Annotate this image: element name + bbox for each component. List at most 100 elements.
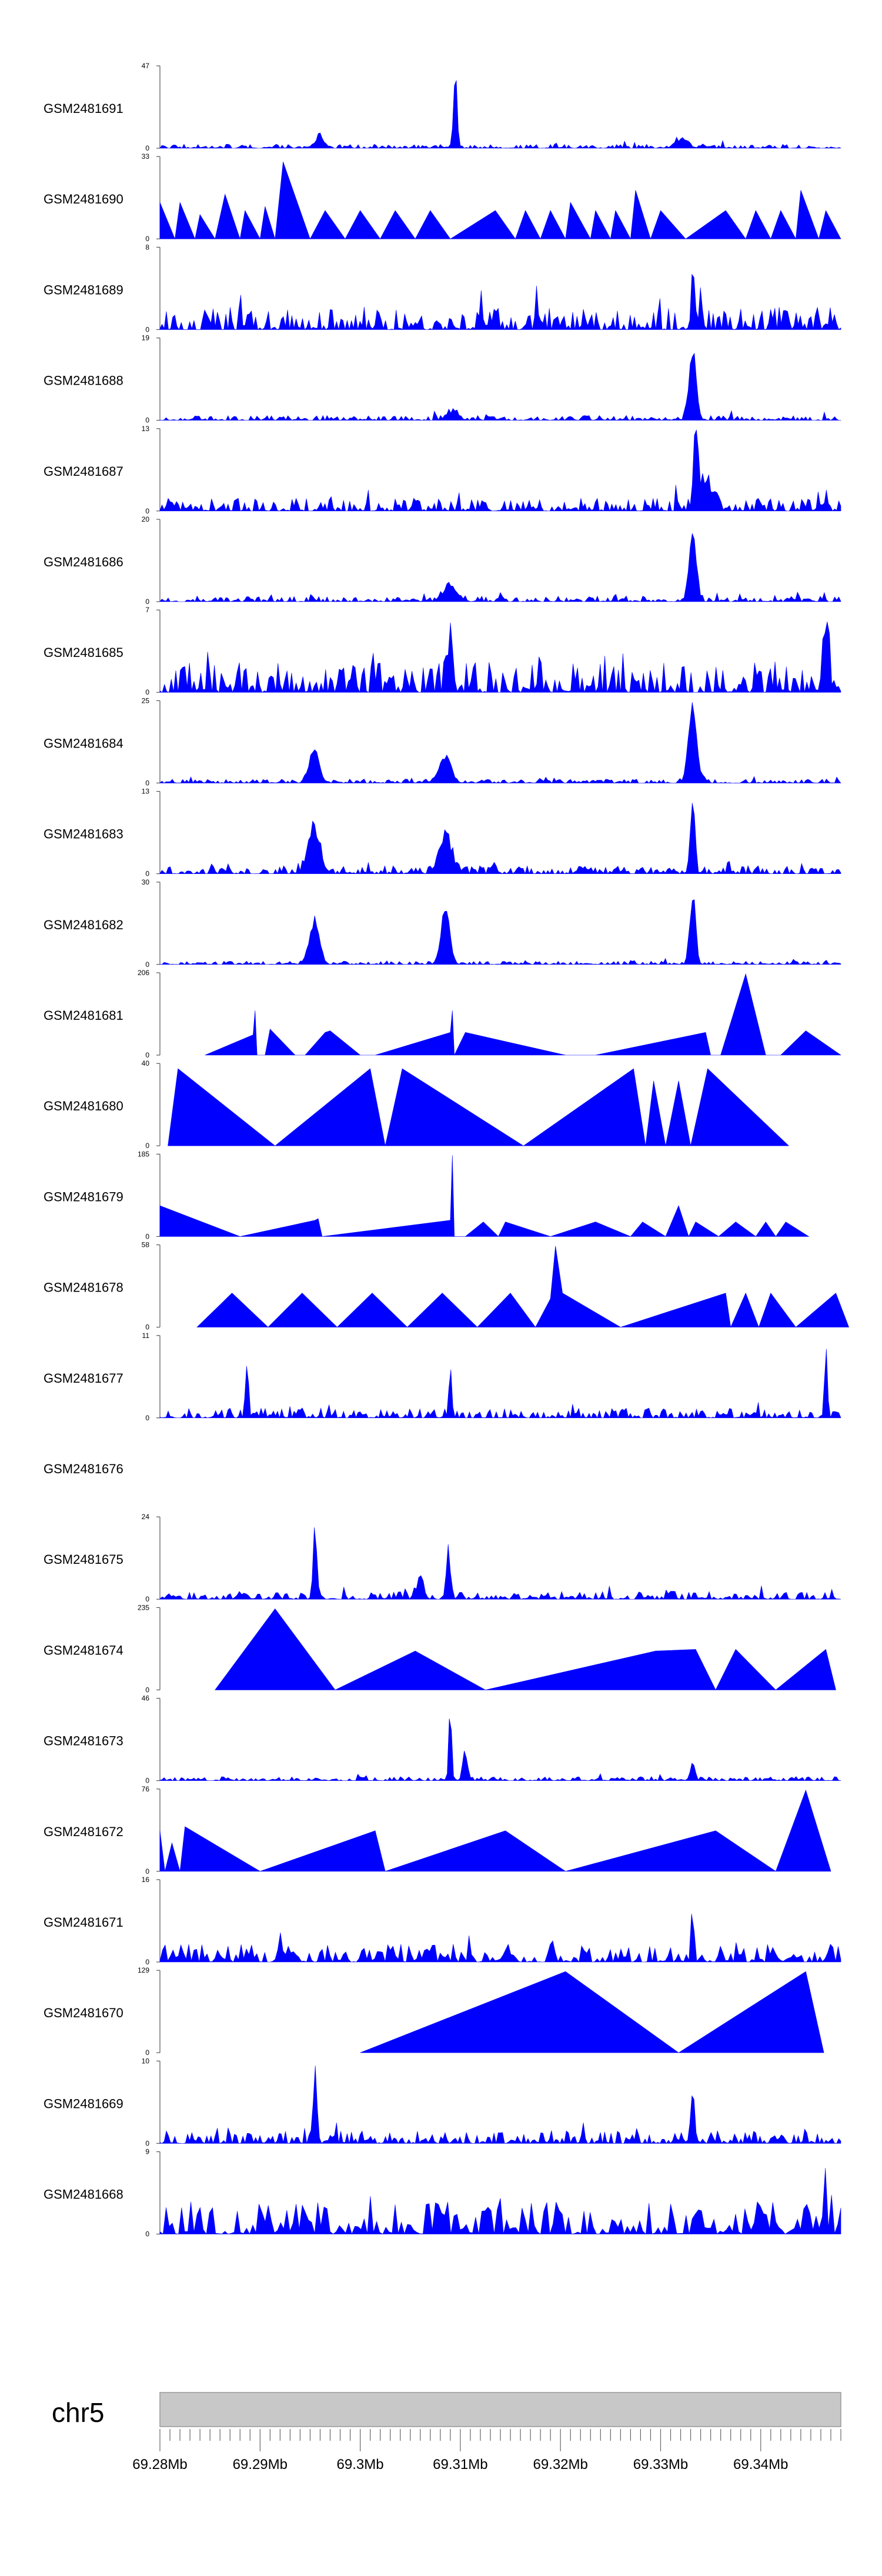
y-min-label: 0 xyxy=(145,870,149,878)
coverage-area xyxy=(215,1608,836,1691)
track-GSM2481683: GSM2481683 13 0 xyxy=(44,788,841,878)
coverage-area xyxy=(159,429,841,512)
chromosome-ideogram xyxy=(159,2392,841,2427)
x-tick-label: 69.3Mb xyxy=(337,2457,384,2472)
y-max-label: 20 xyxy=(142,515,150,523)
y-min-label: 0 xyxy=(145,325,149,333)
track-label: GSM2481688 xyxy=(44,373,123,388)
y-min-label: 0 xyxy=(145,1051,149,1059)
track-GSM2481672: GSM2481672 76 0 xyxy=(44,1785,831,1876)
track-GSM2481676: GSM2481676 xyxy=(44,1461,123,1476)
coverage-area xyxy=(159,162,841,240)
y-min-label: 0 xyxy=(145,1323,149,1332)
y-min-label: 0 xyxy=(145,2139,149,2147)
y-max-label: 11 xyxy=(142,1332,150,1340)
coverage-area xyxy=(159,80,841,149)
coverage-area xyxy=(159,803,841,875)
y-max-label: 16 xyxy=(142,1876,150,1884)
track-GSM2481685: GSM2481685 7 0 xyxy=(44,606,841,696)
y-max-label: 13 xyxy=(142,425,150,433)
y-min-label: 0 xyxy=(145,1595,149,1603)
coverage-area xyxy=(360,1971,824,2053)
y-min-label: 0 xyxy=(145,779,149,787)
track-label: GSM2481687 xyxy=(44,464,123,479)
coverage-area xyxy=(159,702,841,783)
track-label: GSM2481684 xyxy=(44,736,123,750)
track-label: GSM2481671 xyxy=(44,1915,123,1930)
track-label: GSM2481678 xyxy=(44,1280,123,1295)
y-max-label: 40 xyxy=(142,1059,150,1067)
y-min-label: 0 xyxy=(145,1867,149,1876)
y-min-label: 0 xyxy=(145,235,149,243)
coverage-area xyxy=(205,973,841,1056)
track-GSM2481684: GSM2481684 25 0 xyxy=(44,696,841,787)
y-max-label: 46 xyxy=(142,1694,150,1703)
y-max-label: 9 xyxy=(145,2148,149,2156)
track-GSM2481673: GSM2481673 46 0 xyxy=(44,1694,841,1785)
track-GSM2481686: GSM2481686 20 0 xyxy=(44,515,841,606)
coverage-area xyxy=(159,1349,841,1419)
track-label: GSM2481679 xyxy=(44,1189,123,1204)
coverage-area xyxy=(159,1914,841,1963)
y-max-label: 8 xyxy=(145,243,149,251)
y-max-label: 25 xyxy=(142,696,150,705)
x-tick-label: 69.34Mb xyxy=(733,2457,788,2472)
track-label: GSM2481673 xyxy=(44,1734,123,1749)
y-max-label: 58 xyxy=(142,1241,150,1249)
y-min-label: 0 xyxy=(145,1414,149,1422)
tracks-group: GSM2481691470GSM2481690330GSM248168980GS… xyxy=(44,62,850,2238)
track-label: GSM2481682 xyxy=(44,917,123,932)
y-min-label: 0 xyxy=(145,144,149,152)
track-label: GSM2481681 xyxy=(44,1008,123,1023)
track-label: GSM2481683 xyxy=(44,827,123,842)
track-label: GSM2481670 xyxy=(44,2006,123,2020)
x-tick-label: 69.33Mb xyxy=(633,2457,688,2472)
y-min-label: 0 xyxy=(145,416,149,425)
track-label: GSM2481669 xyxy=(44,2096,123,2111)
track-GSM2481669: GSM2481669 10 0 xyxy=(44,2057,841,2147)
y-max-label: 185 xyxy=(138,1150,149,1158)
track-GSM2481668: GSM2481668 9 0 xyxy=(44,2148,841,2238)
coverage-area xyxy=(159,352,841,421)
x-tick-label: 69.29Mb xyxy=(233,2457,288,2472)
track-GSM2481680: GSM2481680 40 0 xyxy=(44,1059,790,1150)
coverage-area xyxy=(159,533,841,602)
y-max-label: 7 xyxy=(145,606,149,614)
y-min-label: 0 xyxy=(145,507,149,515)
coverage-area xyxy=(168,1068,790,1146)
y-max-label: 129 xyxy=(138,1966,149,1974)
y-min-label: 0 xyxy=(145,960,149,969)
y-max-label: 33 xyxy=(142,152,150,161)
coverage-area xyxy=(159,273,841,331)
track-label: GSM2481672 xyxy=(44,1824,123,1839)
y-max-label: 76 xyxy=(142,1785,150,1793)
track-label: GSM2481680 xyxy=(44,1099,123,1113)
y-max-label: 13 xyxy=(142,788,150,796)
y-min-label: 0 xyxy=(145,1958,149,1966)
y-min-label: 0 xyxy=(145,598,149,606)
coverage-area xyxy=(159,1719,841,1781)
coverage-area xyxy=(159,1789,831,1872)
track-label: GSM2481674 xyxy=(44,1643,123,1657)
y-max-label: 10 xyxy=(142,2057,150,2065)
chromosome-label: chr5 xyxy=(52,2397,104,2428)
track-GSM2481691: GSM2481691 47 0 xyxy=(44,62,841,152)
track-GSM2481682: GSM2481682 30 0 xyxy=(44,878,841,969)
track-label: GSM2481691 xyxy=(44,101,123,116)
y-min-label: 0 xyxy=(145,1142,149,1150)
track-label: GSM2481668 xyxy=(44,2187,123,2202)
coverage-area xyxy=(159,2168,841,2235)
track-label: GSM2481685 xyxy=(44,645,123,660)
y-max-label: 47 xyxy=(142,62,150,70)
x-tick-label: 69.28Mb xyxy=(132,2457,187,2472)
genome-axis: chr5 69.28Mb 69.29Mb 69.3Mb 69.31Mb 69.32Mb 69… xyxy=(52,2392,841,2472)
track-GSM2481670: GSM2481670 129 0 xyxy=(44,1966,824,2057)
y-min-label: 0 xyxy=(145,1686,149,1694)
y-min-label: 0 xyxy=(145,1232,149,1240)
track-GSM2481690: GSM2481690 33 0 xyxy=(44,152,841,243)
x-tick-label: 69.32Mb xyxy=(533,2457,587,2472)
y-min-label: 0 xyxy=(145,2048,149,2057)
coverage-area xyxy=(159,899,841,965)
track-GSM2481689: GSM2481689 8 0 xyxy=(44,243,841,333)
coverage-area xyxy=(196,1246,850,1328)
